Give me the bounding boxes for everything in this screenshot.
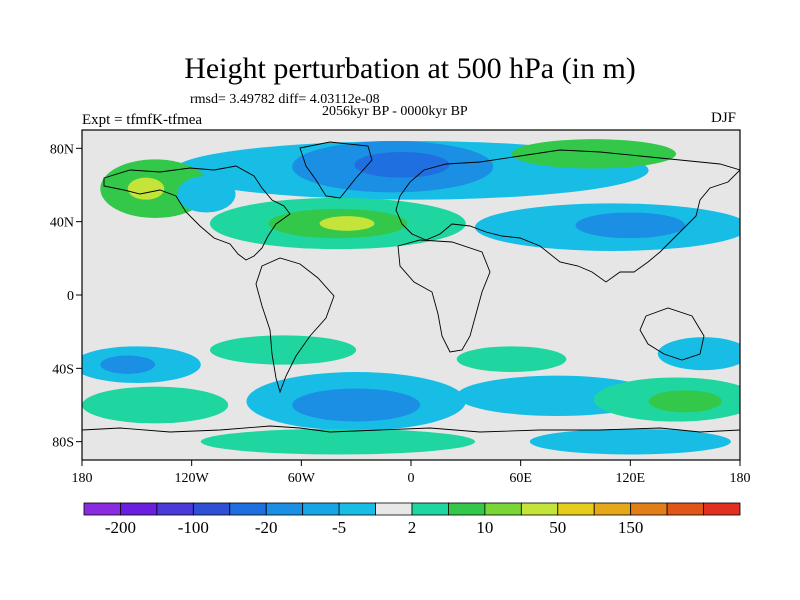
colorbar-swatch bbox=[411, 502, 449, 516]
colorbar-swatch bbox=[484, 502, 522, 516]
map-area: 80N 40N 0 40S 80S 180 120W 60W 0 60E 120E 180 bbox=[50, 129, 751, 486]
field-greenland-low-core bbox=[354, 152, 450, 178]
anomaly-fields bbox=[82, 139, 740, 455]
coast-north-america bbox=[103, 165, 291, 261]
lat-tick-label: 40N bbox=[50, 216, 74, 231]
field-atlantic-high-peak bbox=[319, 216, 375, 231]
colorbar-swatch bbox=[448, 502, 486, 516]
colorbar: -200 -100 -20 -5 2 10 50 150 bbox=[83, 502, 741, 537]
colorbar-swatch bbox=[120, 502, 158, 516]
experiment-label: Expt = tfmfK-tfmea bbox=[82, 112, 203, 128]
field-south-america-high bbox=[209, 335, 357, 365]
lon-tick-label: 120W bbox=[175, 471, 210, 486]
season-label: DJF bbox=[711, 110, 737, 126]
longitude-axis: 180 120W 60W 0 60E 120E 180 bbox=[72, 460, 751, 486]
colorbar-swatch bbox=[156, 502, 194, 516]
colorbar-swatch bbox=[593, 502, 632, 516]
field-siberia-high bbox=[511, 139, 677, 169]
lon-tick-label: 60W bbox=[288, 471, 316, 486]
colorbar-label: -20 bbox=[255, 518, 278, 537]
colorbar-swatch bbox=[666, 502, 704, 516]
field-pacific-high-core bbox=[127, 177, 165, 200]
lon-tick-label: 180 bbox=[730, 471, 751, 486]
field-south-pacific-high bbox=[82, 386, 229, 424]
field-tasman-low bbox=[657, 337, 740, 371]
field-south-pacific-low-core bbox=[100, 355, 156, 374]
colorbar-swatch bbox=[229, 502, 267, 516]
lon-tick-label: 60E bbox=[509, 471, 532, 486]
colorbar-label: 150 bbox=[618, 518, 644, 537]
field-east-antarctic-low bbox=[529, 428, 731, 455]
colorbar-label: 2 bbox=[408, 518, 417, 537]
colorbar-swatch bbox=[630, 502, 668, 516]
colorbar-swatch bbox=[83, 502, 121, 516]
lat-tick-label: 80N bbox=[50, 142, 74, 157]
lon-tick-label: 180 bbox=[72, 471, 93, 486]
map-title: Height perturbation at 500 hPa (in m) bbox=[184, 52, 636, 85]
coast-antarctica bbox=[82, 425, 740, 433]
field-southern-ocean-high-core bbox=[648, 390, 722, 413]
coast-greenland bbox=[299, 141, 373, 199]
colorbar-swatch bbox=[703, 502, 741, 516]
colorbar-label: 50 bbox=[549, 518, 566, 537]
coast-eurasia bbox=[395, 149, 740, 283]
colorbar-label: -5 bbox=[332, 518, 346, 537]
coast-south-america bbox=[255, 257, 335, 394]
lat-tick-label: 0 bbox=[67, 289, 74, 304]
lat-tick-label: 80S bbox=[52, 436, 74, 451]
colorbar-swatch bbox=[265, 502, 304, 516]
colorbar-swatch bbox=[375, 502, 413, 516]
field-antarctic-high bbox=[200, 428, 475, 455]
field-indian-ocean-high bbox=[456, 346, 567, 372]
lon-tick-label: 120E bbox=[616, 471, 646, 486]
period-text: 2056kyr BP - 0000kyr BP bbox=[322, 104, 468, 119]
field-asia-low-core bbox=[575, 212, 686, 239]
colorbar-swatch bbox=[302, 502, 340, 516]
coastlines bbox=[82, 141, 740, 433]
latitude-axis: 80N 40N 0 40S 80S bbox=[50, 142, 82, 451]
coast-africa bbox=[397, 239, 491, 353]
lon-tick-label: 0 bbox=[408, 471, 415, 486]
colorbar-swatch bbox=[557, 502, 595, 516]
lat-tick-label: 40S bbox=[52, 362, 74, 377]
field-north-america-low bbox=[177, 175, 236, 213]
coast-australia bbox=[639, 307, 705, 361]
colorbar-label: 10 bbox=[476, 518, 493, 537]
colorbar-swatch bbox=[520, 502, 559, 516]
colorbar-label: -200 bbox=[105, 518, 136, 537]
stats-text: rmsd= 3.49782 diff= 4.03112e-08 bbox=[190, 92, 380, 107]
colorbar-swatch bbox=[338, 502, 376, 516]
colorbar-label: -100 bbox=[178, 518, 209, 537]
field-south-atlantic-low-core bbox=[292, 388, 421, 422]
colorbar-swatch bbox=[192, 502, 231, 516]
